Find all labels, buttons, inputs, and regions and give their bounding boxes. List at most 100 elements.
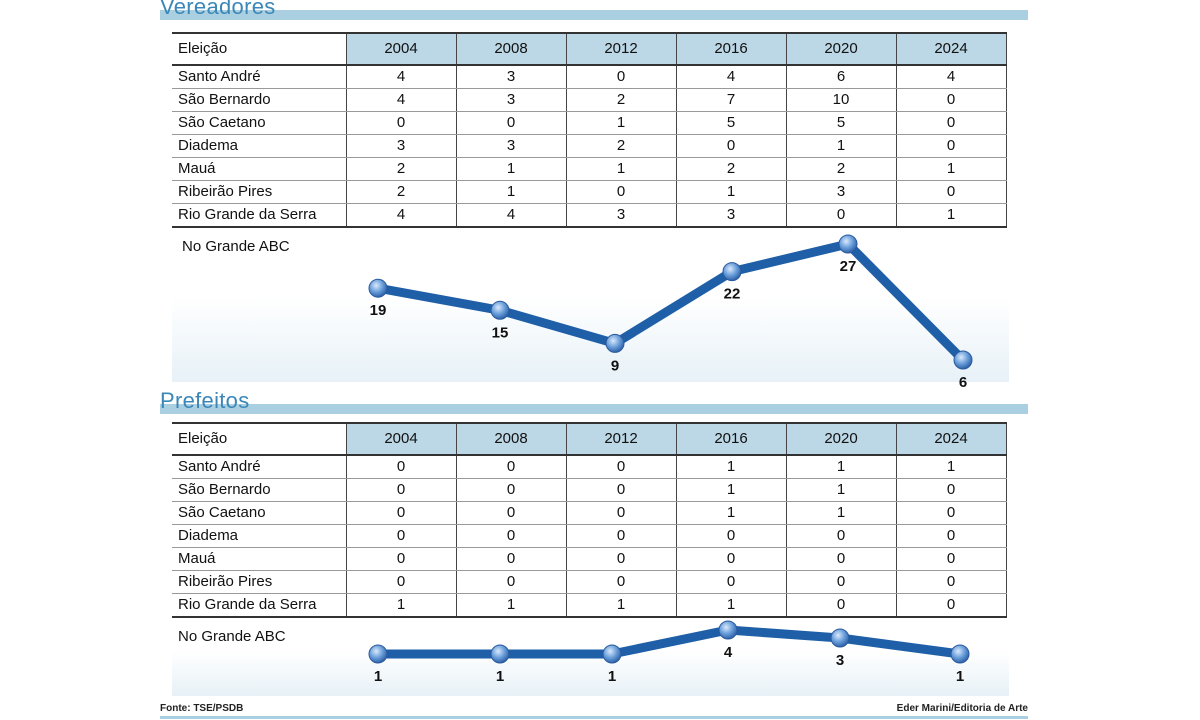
year-header: 2016	[675, 32, 787, 66]
data-point	[953, 350, 973, 370]
table-row: Rio Grande da Serra 4 4 3 3 0 1	[172, 203, 1007, 228]
data-label: 1	[374, 668, 382, 685]
year-header: 2008	[455, 422, 567, 456]
table-cell: 1	[895, 455, 1007, 479]
table-row: São Bernardo 0 0 0 1 1 0	[172, 478, 1007, 502]
data-label: 27	[840, 258, 857, 275]
source-note: Fonte: TSE/PSDB	[160, 703, 244, 714]
data-point	[490, 300, 510, 320]
table-cell: 0	[895, 547, 1007, 571]
municipality-name: Ribeirão Pires	[172, 570, 347, 594]
municipality-name: Santo André	[172, 455, 347, 479]
prefeitos-title-rule	[160, 404, 1028, 414]
data-label: 1	[956, 668, 964, 685]
municipality-name: São Bernardo	[172, 88, 347, 112]
table-row: São Caetano 0 0 1 5 5 0	[172, 111, 1007, 135]
data-label: 1	[608, 668, 616, 685]
vereadores-title: Vereadores	[160, 0, 276, 19]
municipality-name: São Caetano	[172, 501, 347, 525]
table-cell: 0	[895, 524, 1007, 548]
table-header-row: Eleição 2004 2008 2012 2016 2020 2024	[172, 32, 1007, 66]
data-label: 9	[611, 357, 619, 374]
year-header: 2004	[345, 32, 457, 66]
table-cell: 4	[345, 203, 457, 228]
data-label: 1	[496, 668, 504, 685]
municipality-name: São Bernardo	[172, 478, 347, 502]
table-row: Mauá 0 0 0 0 0 0	[172, 547, 1007, 571]
table-row: São Bernardo 4 3 2 7 10 0	[172, 88, 1007, 112]
credit-note: Eder Marini/Editoria de Arte	[896, 703, 1028, 714]
footer-rule	[160, 716, 1028, 719]
year-header: 2016	[675, 422, 787, 456]
table-row: Diadema 0 0 0 0 0 0	[172, 524, 1007, 548]
table-cell: 0	[895, 478, 1007, 502]
year-header: 2024	[895, 422, 1007, 456]
series-line	[373, 625, 965, 659]
table-row: São Caetano 0 0 0 1 1 0	[172, 501, 1007, 525]
data-point	[368, 644, 388, 664]
table-cell: 0	[895, 593, 1007, 618]
table-cell: 0	[895, 570, 1007, 594]
prefeitos-table: Eleição 2004 2008 2012 2016 2020 2024 Sa…	[172, 422, 1007, 618]
table-cell: 1	[565, 593, 677, 618]
vereadores-title-rule	[160, 10, 1028, 20]
table-cell: 1	[895, 203, 1007, 228]
data-point	[838, 234, 858, 254]
table-cell: 0	[785, 203, 897, 228]
table-row: Ribeirão Pires 2 1 0 1 3 0	[172, 180, 1007, 204]
table-cell: 1	[345, 593, 457, 618]
municipality-name: Diadema	[172, 134, 347, 158]
table-cell: 1	[675, 593, 787, 618]
table-cell: 4	[895, 65, 1007, 89]
table-row: Mauá 2 1 1 2 2 1	[172, 157, 1007, 181]
year-header: 2024	[895, 32, 1007, 66]
vereadores-table: Eleição 2004 2008 2012 2016 2020 2024 Sa…	[172, 32, 1007, 228]
table-cell: 3	[675, 203, 787, 228]
year-header: 2012	[565, 422, 677, 456]
year-header: 2020	[785, 32, 897, 66]
table-cell: 0	[895, 501, 1007, 525]
header-label: Eleição	[172, 32, 347, 66]
data-point	[490, 644, 510, 664]
table-cell: 0	[895, 134, 1007, 158]
data-point	[950, 644, 970, 664]
data-point	[830, 628, 850, 648]
table-cell: 1	[895, 157, 1007, 181]
table-row: Rio Grande da Serra 1 1 1 1 0 0	[172, 593, 1007, 618]
year-header: 2020	[785, 422, 897, 456]
table-header-row: Eleição 2004 2008 2012 2016 2020 2024	[172, 422, 1007, 456]
table-cell: 0	[785, 593, 897, 618]
prefeitos-total-label: No Grande ABC	[178, 628, 286, 645]
year-header: 2008	[455, 32, 567, 66]
data-label: 6	[959, 374, 967, 391]
data-point	[718, 620, 738, 640]
data-label: 19	[370, 302, 387, 319]
table-cell: 4	[455, 203, 567, 228]
table-row: Diadema 3 3 2 0 1 0	[172, 134, 1007, 158]
municipality-name: Rio Grande da Serra	[172, 593, 347, 618]
data-label: 22	[724, 286, 741, 303]
table-row: Santo André 4 3 0 4 6 4	[172, 65, 1007, 89]
data-point	[722, 262, 742, 282]
header-label: Eleição	[172, 422, 347, 456]
municipality-name: Rio Grande da Serra	[172, 203, 347, 228]
municipality-name: Santo André	[172, 65, 347, 89]
table-cell: 1	[455, 593, 567, 618]
municipality-name: Ribeirão Pires	[172, 180, 347, 204]
municipality-name: Mauá	[172, 157, 347, 181]
table-row: Ribeirão Pires 0 0 0 0 0 0	[172, 570, 1007, 594]
data-label: 15	[492, 324, 509, 341]
table-cell: 0	[895, 88, 1007, 112]
data-point	[368, 278, 388, 298]
vereadores-total-label: No Grande ABC	[182, 238, 290, 255]
prefeitos-title: Prefeitos	[160, 388, 250, 413]
data-label: 4	[724, 644, 733, 661]
table-cell: 3	[565, 203, 677, 228]
data-point	[602, 644, 622, 664]
data-label: 3	[836, 652, 844, 669]
municipality-name: Mauá	[172, 547, 347, 571]
table-cell: 10	[785, 88, 897, 112]
vereadores-chart-panel	[172, 220, 1009, 382]
